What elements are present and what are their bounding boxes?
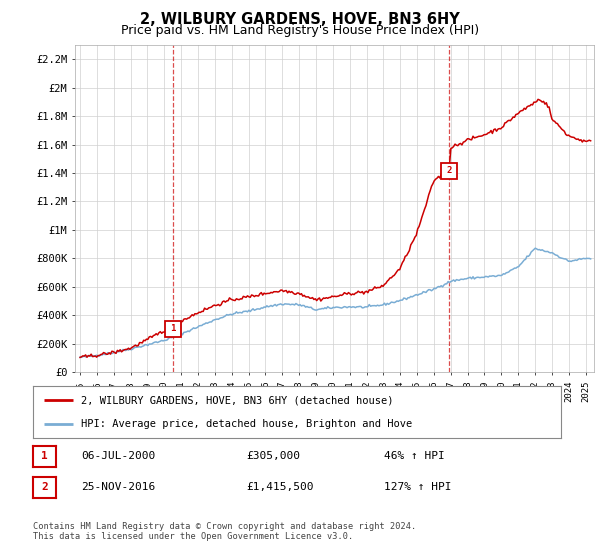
Text: This data is licensed under the Open Government Licence v3.0.: This data is licensed under the Open Gov… bbox=[33, 532, 353, 541]
Text: 25-NOV-2016: 25-NOV-2016 bbox=[81, 482, 155, 492]
Text: 46% ↑ HPI: 46% ↑ HPI bbox=[384, 451, 445, 461]
Text: £1,415,500: £1,415,500 bbox=[246, 482, 314, 492]
Text: 1: 1 bbox=[41, 451, 48, 461]
Text: £305,000: £305,000 bbox=[246, 451, 300, 461]
Text: 2: 2 bbox=[446, 166, 452, 175]
Text: Price paid vs. HM Land Registry's House Price Index (HPI): Price paid vs. HM Land Registry's House … bbox=[121, 24, 479, 36]
Text: 2, WILBURY GARDENS, HOVE, BN3 6HY: 2, WILBURY GARDENS, HOVE, BN3 6HY bbox=[140, 12, 460, 27]
Text: Contains HM Land Registry data © Crown copyright and database right 2024.: Contains HM Land Registry data © Crown c… bbox=[33, 522, 416, 531]
Text: 127% ↑ HPI: 127% ↑ HPI bbox=[384, 482, 452, 492]
Text: 1: 1 bbox=[170, 324, 176, 333]
Text: 2: 2 bbox=[41, 482, 48, 492]
Text: HPI: Average price, detached house, Brighton and Hove: HPI: Average price, detached house, Brig… bbox=[80, 419, 412, 429]
Text: 06-JUL-2000: 06-JUL-2000 bbox=[81, 451, 155, 461]
Text: 2, WILBURY GARDENS, HOVE, BN3 6HY (detached house): 2, WILBURY GARDENS, HOVE, BN3 6HY (detac… bbox=[80, 395, 393, 405]
